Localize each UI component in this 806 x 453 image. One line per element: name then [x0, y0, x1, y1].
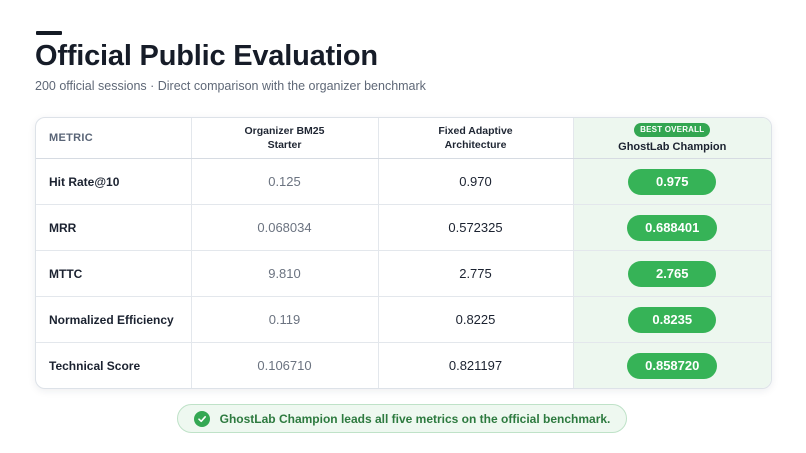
summary-callout: GhostLab Champion leads all five metrics…	[177, 404, 627, 433]
champion-cell: 0.858720	[572, 342, 771, 388]
adaptive-value: 0.8225	[377, 296, 574, 343]
check-circle-icon	[193, 410, 210, 427]
table-header-row: METRIC Organizer BM25 Starter Fixed Adap…	[36, 118, 771, 159]
page-title: Official Public Evaluation	[35, 40, 378, 72]
header-champion-label: GhostLab Champion	[618, 141, 727, 153]
champion-value-pill: 0.8235	[628, 306, 717, 333]
table-row: MRR 0.068034 0.572325 0.688401	[36, 204, 771, 251]
champion-cell: 2.765	[572, 250, 771, 297]
title-accent-bar	[36, 31, 62, 35]
comparison-table-card: METRIC Organizer BM25 Starter Fixed Adap…	[35, 117, 772, 389]
summary-callout-text: GhostLab Champion leads all five metrics…	[219, 411, 611, 426]
header-baseline-label: Organizer BM25 Starter	[244, 125, 325, 151]
header-baseline: Organizer BM25 Starter	[190, 118, 379, 159]
champion-value-pill: 0.975	[628, 168, 717, 195]
baseline-value: 0.106710	[190, 342, 379, 388]
header-metric: METRIC	[36, 118, 192, 159]
header-adaptive-label: Fixed Adaptive Architecture	[438, 125, 513, 151]
champion-value-pill: 0.858720	[627, 352, 718, 379]
best-overall-badge: BEST OVERALL	[634, 123, 711, 137]
baseline-value: 9.810	[190, 250, 379, 297]
champion-value-pill: 0.688401	[627, 214, 718, 241]
adaptive-value: 0.970	[377, 158, 574, 205]
metric-name: Hit Rate@10	[36, 158, 192, 205]
champion-cell: 0.8235	[572, 296, 771, 343]
champion-cell: 0.975	[572, 158, 771, 205]
adaptive-value: 0.572325	[377, 204, 574, 251]
table-row: Normalized Efficiency 0.119 0.8225 0.8235	[36, 296, 771, 343]
metric-name: MRR	[36, 204, 192, 251]
metric-name: Normalized Efficiency	[36, 296, 192, 343]
table-row: Technical Score 0.106710 0.821197 0.858720	[36, 342, 771, 388]
header-champion: BEST OVERALL GhostLab Champion	[572, 118, 771, 159]
table-row: MTTC 9.810 2.775 2.765	[36, 250, 771, 297]
baseline-value: 0.068034	[190, 204, 379, 251]
champion-cell: 0.688401	[572, 204, 771, 251]
baseline-value: 0.119	[190, 296, 379, 343]
page-subtitle: 200 official sessions · Direct compariso…	[35, 79, 426, 93]
metric-name: MTTC	[36, 250, 192, 297]
adaptive-value: 0.821197	[377, 342, 574, 388]
adaptive-value: 2.775	[377, 250, 574, 297]
metric-name: Technical Score	[36, 342, 192, 388]
table-row: Hit Rate@10 0.125 0.970 0.975	[36, 158, 771, 205]
comparison-table: METRIC Organizer BM25 Starter Fixed Adap…	[36, 118, 771, 388]
baseline-value: 0.125	[190, 158, 379, 205]
header-adaptive: Fixed Adaptive Architecture	[377, 118, 574, 159]
champion-value-pill: 2.765	[628, 260, 717, 287]
